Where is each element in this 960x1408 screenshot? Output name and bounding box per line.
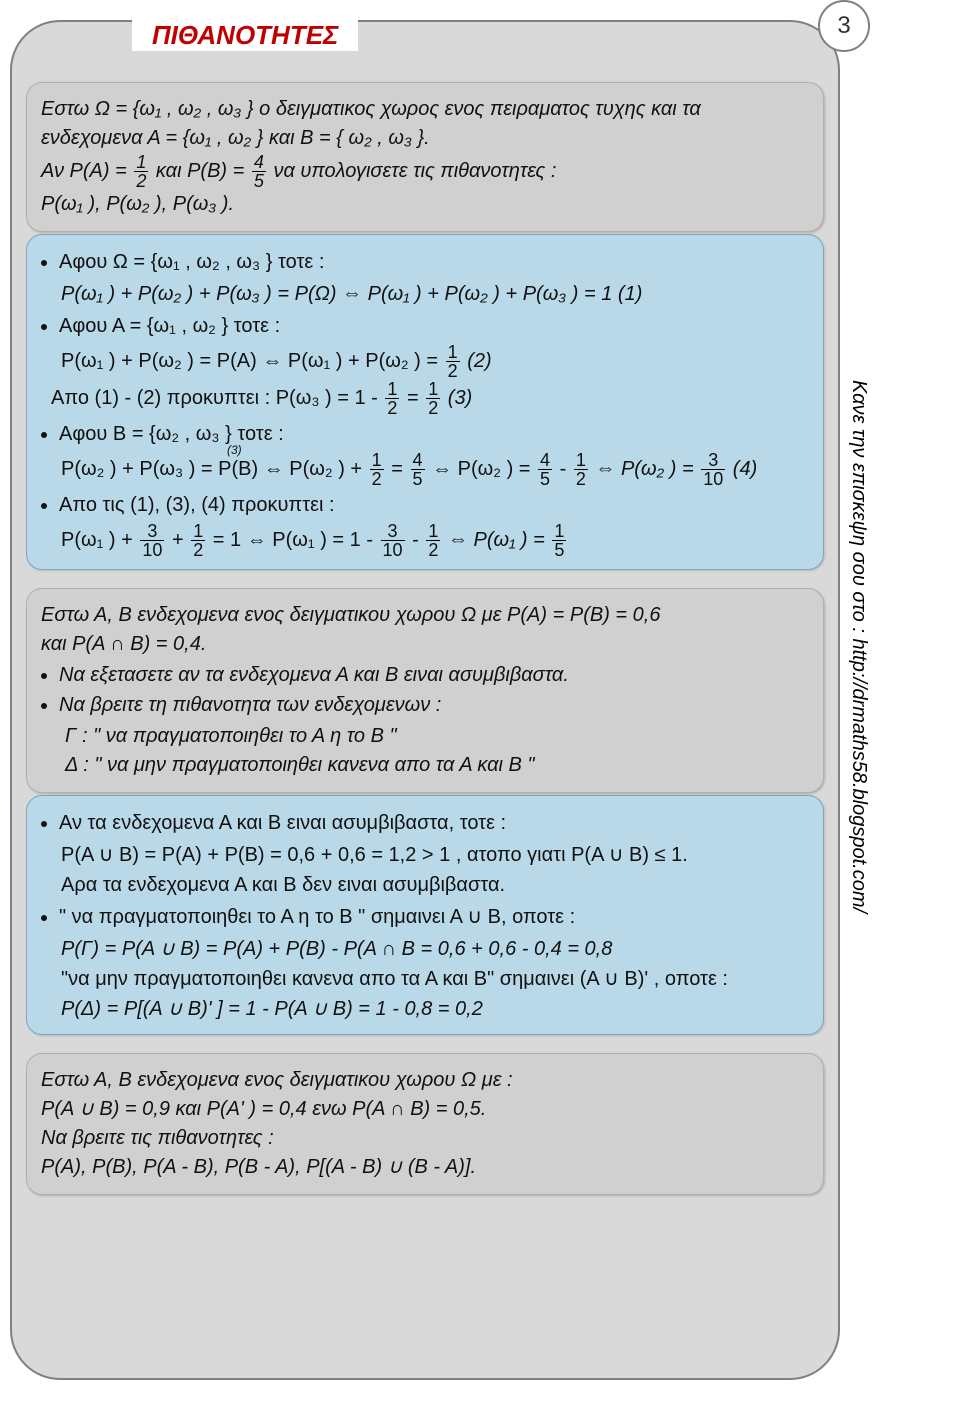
fraction: 12 <box>426 380 440 417</box>
text: ⇔ Ρ(ω₁ ) = <box>448 529 550 551</box>
fraction: 310 <box>381 522 405 559</box>
text: - <box>560 458 572 480</box>
problem-2-delta: Δ : " να μην πραγματοποιηθει κανενα απο … <box>41 751 809 780</box>
solution-2-line-4: "να μην πραγματοποιηθει κανενα απο τα Α … <box>41 964 809 994</box>
problem-1-line-4: Ρ(ω₁ ), Ρ(ω₂ ), Ρ(ω₃ ). <box>41 190 809 219</box>
text: ⇔ Ρ(ω₂ ) = <box>595 458 699 480</box>
fraction: 12 <box>134 153 148 190</box>
text: Απο (1) - (2) προκυπτει : Ρ(ω₃ ) = 1 - <box>51 387 383 409</box>
text: Ρ(ω₂ ) + Ρ(ω₃ ) = Ρ(Β) ⇔ Ρ(ω₂ ) + <box>61 458 368 480</box>
problem-2-bullet-2: Να βρειτε τη πιθανοτητα των ενδεχομενων … <box>59 691 809 720</box>
text: = <box>407 387 424 409</box>
text: - <box>412 529 424 551</box>
solution-1-eq-4: (3) Ρ(ω₂ ) + Ρ(ω₃ ) = Ρ(Β) ⇔ Ρ(ω₂ ) + 12… <box>41 451 809 488</box>
solution-2-line-5: Ρ(Δ) = Ρ[(Α ∪ Β)' ] = 1 - Ρ(Α ∪ Β) = 1 -… <box>41 994 809 1024</box>
fraction: 12 <box>191 522 205 559</box>
problem-1-line-1: Εστω Ω = {ω₁ , ω₂ , ω₃ } ο δειγματικος χ… <box>41 95 809 124</box>
text: (3) <box>448 387 472 409</box>
problem-3-line-1: Εστω Α, Β ενδεχομενα ενος δειγματικου χω… <box>41 1066 809 1095</box>
solution-1-bullet-3: Αφου Β = {ω₂ , ω₃ } τοτε : <box>59 419 809 449</box>
problem-2-gamma: Γ : " να πραγματοποιηθει το Α η το Β " <box>41 722 809 751</box>
solution-1-eq-5: Ρ(ω₁ ) + 310 + 12 = 1 ⇔ Ρ(ω₁ ) = 1 - 310… <box>41 522 809 559</box>
problem-2-line-1: Εστω Α, Β ενδεχομενα ενος δειγματικου χω… <box>41 601 809 630</box>
problem-3: Εστω Α, Β ενδεχομενα ενος δειγματικου χω… <box>26 1053 824 1195</box>
solution-2-bullet-2: " να πραγματοποιηθει το Α η το Β " σημαι… <box>59 902 809 932</box>
solution-2-line-1: Ρ(Α ∪ Β) = Ρ(Α) + Ρ(Β) = 0,6 + 0,6 = 1,2… <box>41 840 809 870</box>
fraction: 45 <box>252 153 266 190</box>
fraction: 310 <box>701 451 725 488</box>
text: Ρ(ω₁ ) + Ρ(ω₂ ) = Ρ(Α) ⇔ Ρ(ω₁ ) + Ρ(ω₂ )… <box>61 350 444 372</box>
text: (4) <box>733 458 757 480</box>
fraction: 310 <box>140 522 164 559</box>
problem-3-line-4: Ρ(Α), Ρ(Β), Ρ(Α - Β), Ρ(Β - Α), Ρ[(Α - Β… <box>41 1153 809 1182</box>
text: να υπολογισετε τις πιθανοτητες : <box>273 160 556 182</box>
solution-1-eq-3: Απο (1) - (2) προκυπτει : Ρ(ω₃ ) = 1 - 1… <box>41 380 809 417</box>
solution-1-eq-1: Ρ(ω₁ ) + Ρ(ω₂ ) + Ρ(ω₃ ) = Ρ(Ω) ⇔ Ρ(ω₁ )… <box>41 279 809 309</box>
side-url-text: Κανε την επισκεψη σου στο : http://drmat… <box>847 380 870 1080</box>
problem-3-line-2: Ρ(Α ∪ Β) = 0,9 και Ρ(Α' ) = 0,4 ενω Ρ(Α … <box>41 1095 809 1124</box>
fraction: 45 <box>538 451 552 488</box>
text: και Ρ(Β) = <box>156 160 250 182</box>
solution-1-eq-2: Ρ(ω₁ ) + Ρ(ω₂ ) = Ρ(Α) ⇔ Ρ(ω₁ ) + Ρ(ω₂ )… <box>41 343 809 380</box>
solution-2-line-2: Αρα τα ενδεχομενα Α και Β δεν ειναι ασυμ… <box>41 870 809 900</box>
solution-1-bullet-2: Αφου Α = {ω₁ , ω₂ } τοτε : <box>59 311 809 341</box>
text: = <box>391 458 408 480</box>
superscript-label: (3) <box>227 441 242 459</box>
problem-3-line-3: Να βρειτε τις πιθανοτητες : <box>41 1124 809 1153</box>
fraction: 12 <box>370 451 384 488</box>
page-frame: ΠΙΘΑΝΟΤΗΤΕΣ 3 Εστω Ω = {ω₁ , ω₂ , ω₃ } ο… <box>10 20 840 1380</box>
text: + <box>172 529 189 551</box>
solution-2-line-3: Ρ(Γ) = Ρ(Α ∪ Β) = Ρ(Α) + Ρ(Β) - Ρ(Α ∩ Β … <box>41 934 809 964</box>
solution-1-bullet-4: Απο τις (1), (3), (4) προκυπτει : <box>59 490 809 520</box>
problem-2: Εστω Α, Β ενδεχομενα ενος δειγματικου χω… <box>26 588 824 793</box>
fraction: 12 <box>426 522 440 559</box>
problem-1: Εστω Ω = {ω₁ , ω₂ , ω₃ } ο δειγματικος χ… <box>26 82 824 232</box>
solution-1: Αφου Ω = {ω₁ , ω₂ , ω₃ } τοτε : Ρ(ω₁ ) +… <box>26 234 824 570</box>
fraction: 45 <box>411 451 425 488</box>
problem-1-line-3: Αν Ρ(Α) = 12 και Ρ(Β) = 45 να υπολογισετ… <box>41 153 809 190</box>
fraction: 12 <box>574 451 588 488</box>
text: Ρ(ω₁ ) + <box>61 529 138 551</box>
problem-2-line-2: και Ρ(Α ∩ Β) = 0,4. <box>41 630 809 659</box>
page-number-badge: 3 <box>818 0 870 52</box>
text: (2) <box>467 350 491 372</box>
problem-1-line-2: ενδεχομενα Α = {ω₁ , ω₂ } και Β = { ω₂ ,… <box>41 124 809 153</box>
fraction: 12 <box>446 343 460 380</box>
solution-2-bullet-1: Αν τα ενδεχομενα Α και Β ειναι ασυμβιβασ… <box>59 808 809 838</box>
text: Αν Ρ(Α) = <box>41 160 132 182</box>
solution-2: Αν τα ενδεχομενα Α και Β ειναι ασυμβιβασ… <box>26 795 824 1035</box>
fraction: 15 <box>552 522 566 559</box>
fraction: 12 <box>385 380 399 417</box>
text: = 1 ⇔ Ρ(ω₁ ) = 1 - <box>213 529 379 551</box>
problem-2-bullet-1: Να εξετασετε αν τα ενδεχομενα Α και Β ει… <box>59 661 809 690</box>
solution-1-bullet-1: Αφου Ω = {ω₁ , ω₂ , ω₃ } τοτε : <box>59 247 809 277</box>
page-title: ΠΙΘΑΝΟΤΗΤΕΣ <box>132 20 358 51</box>
text: ⇔ Ρ(ω₂ ) = <box>432 458 536 480</box>
